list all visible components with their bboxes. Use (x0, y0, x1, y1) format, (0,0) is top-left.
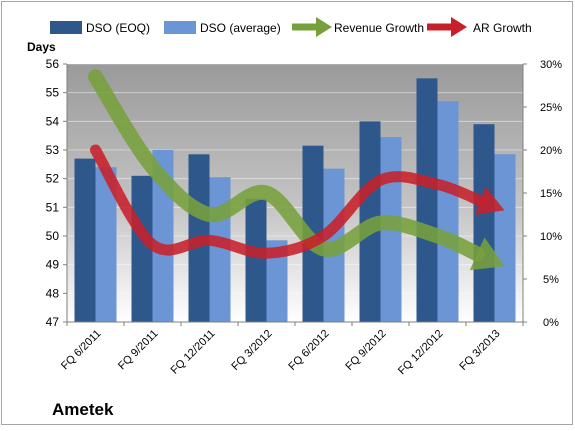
left-tick-label: 55 (46, 86, 60, 100)
x-tick-label: FQ 3/2012 (229, 328, 274, 373)
legend-swatch-dso-eoq (50, 21, 82, 34)
legend-arrow-revenue-growth (316, 17, 332, 37)
bar-dso-average (437, 101, 459, 323)
left-tick-label: 56 (46, 57, 60, 71)
chart-title: Ametek (52, 400, 114, 419)
left-tick-label: 50 (46, 229, 60, 243)
y-axis-title: Days (27, 40, 56, 54)
combo-chart: 47 48 49 50 51 52 53 54 55 56 0% 5% 10% 15% 20% 25% 30% F… (27, 17, 562, 419)
right-tick-label: 0% (543, 317, 559, 329)
chart-frame: 47 48 49 50 51 52 53 54 55 56 0% 5% 10% 15% 20% 25% 30% F… (1, 1, 573, 425)
x-tick-label: FQ 9/2011 (116, 328, 161, 373)
ar-growth-arrowhead (474, 186, 505, 215)
right-tick-label: 30% (540, 59, 562, 71)
legend-label-dso-average: DSO (average) (200, 21, 281, 35)
left-tick-label: 54 (46, 114, 60, 128)
left-tick-label: 52 (46, 172, 60, 186)
left-tick-label: 47 (46, 315, 60, 329)
bar-dso-eoq (131, 175, 153, 322)
revenue-growth-line (88, 69, 485, 262)
x-tick-label: FQ 12/2011 (169, 328, 218, 377)
x-tick-label: FQ 12/2012 (396, 328, 446, 378)
left-tick-label: 48 (46, 286, 60, 300)
x-tick-label: FQ 6/2012 (286, 328, 331, 373)
x-tick-label: FQ 6/2011 (59, 328, 104, 373)
right-tick-label: 5% (543, 274, 559, 286)
bar-dso-eoq (245, 198, 267, 322)
legend-label-revenue-growth: Revenue Growth (334, 21, 424, 35)
right-tick-label: 10% (540, 231, 562, 243)
legend-label-ar-growth: AR Growth (473, 21, 532, 35)
legend-label-dso-eoq: DSO (EOQ) (86, 21, 150, 35)
x-tick-label: FQ 9/2012 (343, 328, 388, 373)
revenue-growth-arrowhead (469, 237, 505, 271)
left-tick-label: 53 (46, 143, 60, 157)
bar-dso-average (494, 154, 516, 322)
bar-dso-average (266, 240, 288, 322)
ar-growth-line (90, 144, 486, 259)
right-tick-label: 15% (540, 188, 562, 200)
bar-dso-eoq (473, 124, 495, 322)
bar-dso-eoq (416, 78, 438, 322)
bar-dso-eoq (74, 158, 96, 322)
right-tick-label: 25% (540, 102, 562, 114)
legend-swatch-dso-average (164, 21, 196, 34)
legend-arrow-ar-growth (451, 17, 467, 37)
right-tick-label: 20% (540, 145, 562, 157)
x-tick-label: FQ 3/2013 (457, 328, 502, 373)
bar-dso-average (95, 167, 117, 322)
left-tick-label: 49 (46, 258, 60, 272)
left-tick-label: 51 (46, 200, 60, 214)
